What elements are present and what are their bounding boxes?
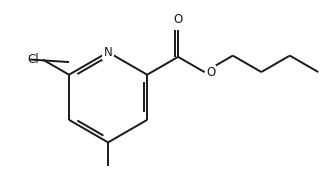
Text: O: O <box>206 66 215 79</box>
Text: Cl: Cl <box>27 53 39 66</box>
Text: N: N <box>104 46 113 59</box>
Text: O: O <box>173 13 183 26</box>
